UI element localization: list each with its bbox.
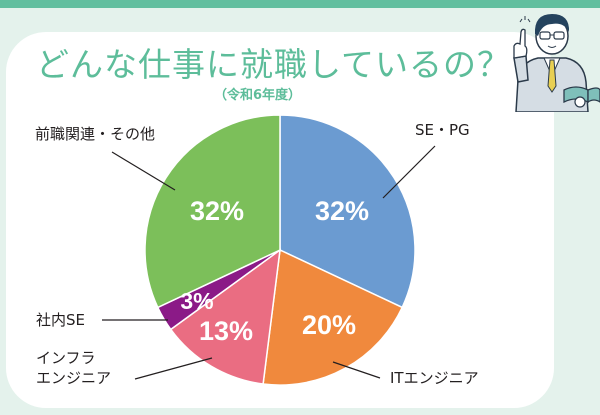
top-bar [0, 0, 600, 8]
leader-line-se-pg [382, 145, 436, 199]
percent-internal-se: 3% [180, 288, 213, 314]
leader-line-infra [134, 357, 213, 380]
teacher-pointing-icon [513, 14, 600, 112]
slice-previous-other [144, 114, 281, 309]
percent-infra: 13% [199, 316, 253, 346]
leader-line-previous-other [111, 151, 176, 191]
slice-se-pg [279, 114, 416, 309]
label-infra-line1: インフラ [36, 349, 96, 367]
slice-infra-engineer [169, 248, 281, 385]
chart-subtitle: （令和6年度） [214, 88, 302, 103]
slice-it-engineer [262, 248, 404, 386]
chart-title: どんな仕事に就職しているの？ [36, 45, 512, 84]
label-se-pg: SE・PG [415, 121, 470, 139]
label-infra-line2: エンジニア [36, 369, 112, 387]
percent-it-engineer: 20% [302, 310, 356, 340]
percent-se-pg: 32% [315, 196, 369, 226]
label-internal-se: 社内SE [36, 311, 85, 329]
leader-line-it-engineer [332, 361, 381, 379]
percent-previous-other: 32% [190, 196, 244, 226]
label-it-engineer: ITエンジニア [390, 369, 479, 387]
label-previous-other: 前職関連・その他 [35, 125, 156, 143]
